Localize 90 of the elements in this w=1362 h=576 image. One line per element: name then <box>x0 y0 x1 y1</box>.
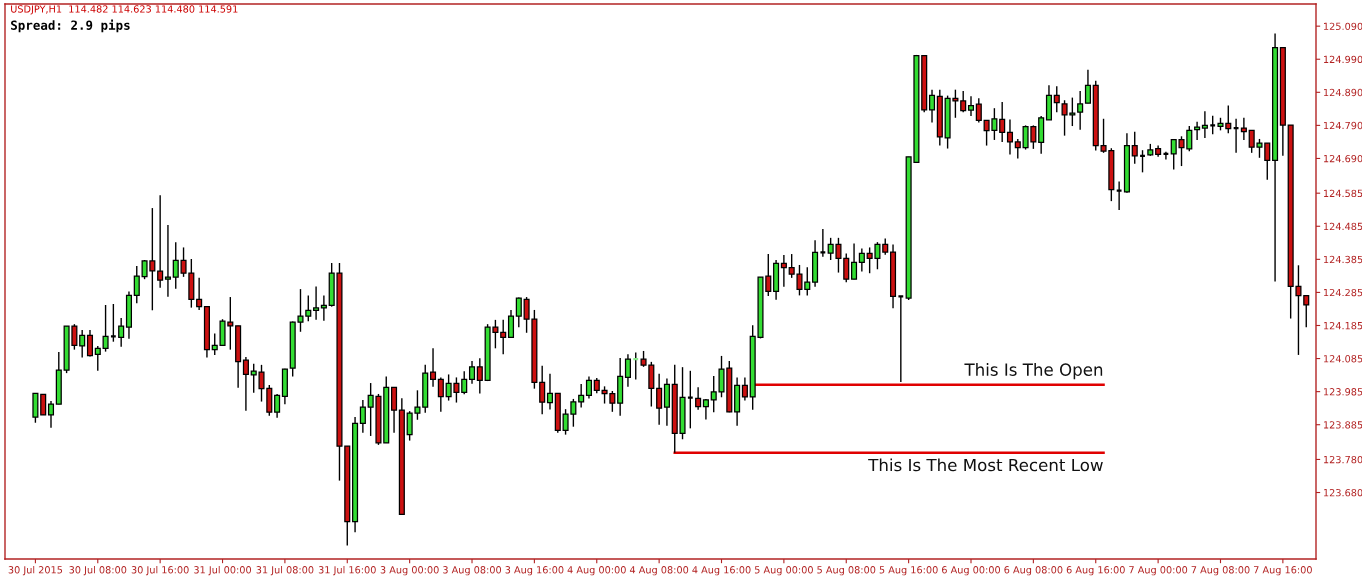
x-tick-label: 5 Aug 00:00 <box>754 566 813 576</box>
candlestick <box>1194 121 1201 141</box>
candlestick <box>320 294 327 322</box>
y-tick-label: 124.485 <box>1324 222 1362 231</box>
y-tick-label: 123.885 <box>1324 421 1362 429</box>
y-tick-label: 124.385 <box>1324 255 1362 264</box>
candlestick <box>79 329 86 359</box>
candlestick <box>858 247 865 273</box>
candlestick <box>1077 90 1084 131</box>
candlestick <box>1131 130 1138 165</box>
candlestick <box>359 399 366 434</box>
x-tick-label: 31 Jul 08:00 <box>256 565 314 576</box>
x-tick-label: 7 Aug 16:00 <box>1253 566 1312 576</box>
candlestick <box>476 357 483 395</box>
candlestick <box>500 319 507 355</box>
x-tick-label: 3 Aug 16:00 <box>505 566 564 576</box>
candlestick <box>656 373 663 426</box>
candlestick <box>928 88 936 124</box>
candlestick <box>118 317 125 348</box>
x-tick-label: 4 Aug 00:00 <box>567 566 626 576</box>
candlestick <box>274 393 281 419</box>
candlestick <box>391 386 398 434</box>
x-tick-label: 30 Jul 2015 <box>8 565 63 576</box>
annotation: This Is The Most Recent Low <box>868 458 1103 472</box>
y-tick-label: 123.985 <box>1324 388 1362 396</box>
candlestick <box>695 386 702 411</box>
candlestick <box>578 383 585 409</box>
candlestick <box>429 347 437 388</box>
candlestick <box>1084 69 1091 104</box>
candlestick <box>741 376 748 402</box>
candlestick <box>242 356 249 412</box>
candlestick <box>94 345 101 372</box>
candlestick <box>164 224 171 298</box>
x-tick-label: 30 Jul 08:00 <box>69 565 127 576</box>
candlestick <box>975 97 982 124</box>
candlestick <box>47 400 55 429</box>
candlestick <box>851 242 858 280</box>
y-tick-label: 124.185 <box>1324 321 1362 330</box>
candlestick <box>1006 118 1014 156</box>
y-tick-label: 124.990 <box>1324 55 1362 64</box>
x-tick-label: 3 Aug 00:00 <box>380 566 439 576</box>
x-tick-label: 31 Jul 00:00 <box>194 565 252 576</box>
y-tick-label: 124.585 <box>1324 189 1362 198</box>
x-tick-label: 5 Aug 08:00 <box>817 566 876 576</box>
y-tick-label: 124.690 <box>1324 154 1362 163</box>
candlestick <box>86 329 94 358</box>
candlestick <box>515 296 522 328</box>
y-tick-label: 124.285 <box>1324 288 1362 297</box>
candlestick <box>468 360 476 385</box>
x-tick-label: 31 Jul 16:00 <box>318 565 376 576</box>
candlestick <box>313 285 320 321</box>
y-tick-label: 123.780 <box>1324 455 1362 464</box>
y-tick-label: 123.680 <box>1324 489 1362 497</box>
x-tick-label: 6 Aug 00:00 <box>942 566 1001 576</box>
y-tick-label: 125.090 <box>1324 22 1362 30</box>
y-tick-label: 124.890 <box>1324 88 1362 97</box>
x-tick-label: 5 Aug 16:00 <box>879 566 938 576</box>
x-tick-label: 30 Jul 16:00 <box>131 565 189 576</box>
candlestick <box>1240 117 1247 141</box>
x-tick-label: 6 Aug 08:00 <box>1004 566 1063 576</box>
candlestick <box>960 90 967 113</box>
candlestick <box>32 392 39 424</box>
y-tick-label: 124.790 <box>1324 121 1362 130</box>
candlestick <box>461 370 468 395</box>
y-tick-label: 124.085 <box>1324 355 1362 363</box>
x-tick-label: 4 Aug 08:00 <box>629 566 689 576</box>
candlestick <box>624 353 631 388</box>
candlestick <box>539 365 546 415</box>
candlestick <box>967 95 975 117</box>
annotation: USDJPY,H1 114.482 114.623 114.480 114.591 <box>11 5 238 15</box>
x-tick-label: 3 Aug 08:00 <box>443 566 502 576</box>
candlestick <box>437 376 444 413</box>
candlestick <box>546 373 554 411</box>
candlestick <box>1053 85 1060 113</box>
x-tick-label: 7 Aug 08:00 <box>1191 566 1250 576</box>
candlestick <box>999 101 1006 143</box>
candlestick <box>102 304 109 353</box>
candlestick <box>1201 110 1208 139</box>
candlestick <box>780 254 787 288</box>
x-tick-label: 4 Aug 16:00 <box>692 566 751 576</box>
candlestick <box>1014 138 1021 160</box>
candlestick <box>157 194 164 289</box>
x-tick-label: 7 Aug 00:00 <box>1129 566 1188 576</box>
annotation: This Is The Open <box>964 363 1103 380</box>
annotation: Spread: 2.9 pips <box>11 19 130 33</box>
x-tick-label: 6 Aug 16:00 <box>1066 566 1125 576</box>
candlestick <box>507 309 515 339</box>
candlestick <box>196 277 203 311</box>
candlestick <box>663 377 670 427</box>
candlestick <box>585 375 593 400</box>
